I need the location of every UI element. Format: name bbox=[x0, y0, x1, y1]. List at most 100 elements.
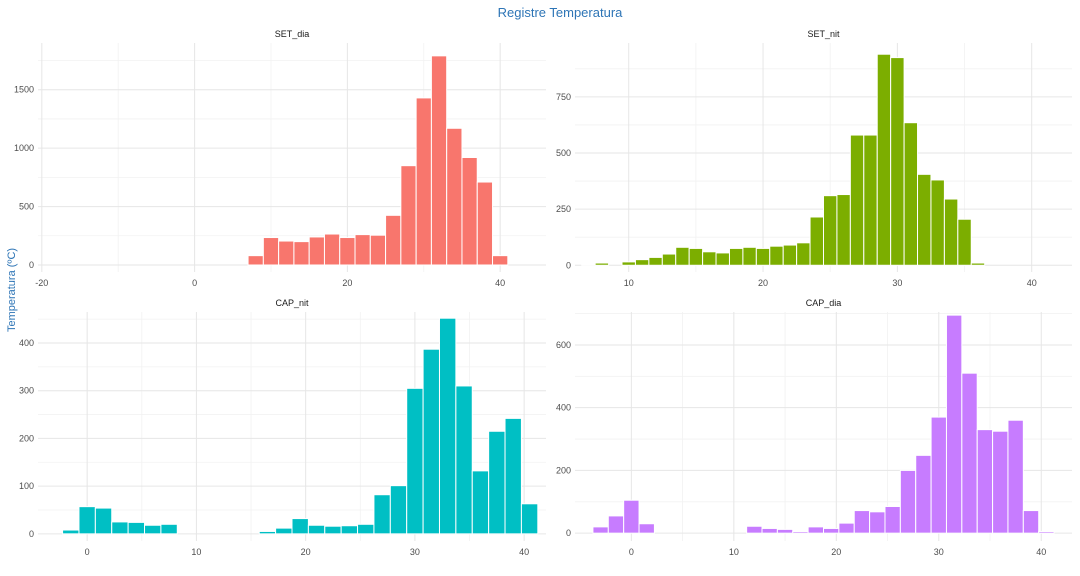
histogram-bar bbox=[634, 259, 650, 266]
histogram-bar bbox=[488, 430, 506, 535]
x-tick-label: 10 bbox=[729, 547, 739, 557]
histogram-bar bbox=[917, 173, 932, 266]
x-tick-label: 0 bbox=[192, 278, 197, 288]
histogram-bar bbox=[581, 264, 596, 266]
histogram-bar bbox=[144, 524, 162, 535]
x-tick-label: 0 bbox=[629, 547, 634, 557]
y-tick-label: 400 bbox=[19, 338, 34, 348]
histogram-bar bbox=[715, 252, 730, 266]
y-tick-label: 100 bbox=[19, 481, 34, 491]
histogram-bar bbox=[422, 348, 440, 535]
histogram-bar bbox=[1022, 510, 1040, 534]
histogram-bar bbox=[623, 499, 640, 534]
histogram-bar bbox=[369, 234, 387, 266]
histogram-bar bbox=[899, 469, 917, 534]
histogram-bar bbox=[247, 255, 264, 266]
x-tick-label: 0 bbox=[85, 547, 90, 557]
histogram-bar bbox=[430, 55, 448, 266]
x-tick-label: 20 bbox=[758, 278, 768, 288]
histogram-bar bbox=[792, 531, 809, 534]
x-tick-label: 30 bbox=[410, 547, 420, 557]
histogram-bar bbox=[992, 430, 1009, 534]
histogram-bar bbox=[293, 241, 310, 266]
histogram-bar bbox=[389, 485, 408, 535]
histogram-bar bbox=[903, 122, 919, 266]
histogram-bar bbox=[675, 246, 690, 266]
histogram-bar bbox=[702, 251, 717, 266]
y-tick-label: 300 bbox=[19, 386, 34, 396]
histogram-bar bbox=[769, 245, 784, 266]
facet-strip-label: SET_dia bbox=[275, 29, 310, 39]
histogram-bar bbox=[385, 214, 402, 266]
histogram-bar bbox=[78, 506, 96, 535]
y-tick-label: 0 bbox=[566, 260, 571, 270]
facet-strip-label: SET_nit bbox=[807, 29, 840, 39]
x-tick-label: 40 bbox=[495, 278, 505, 288]
histogram-bar bbox=[796, 242, 811, 266]
histogram-bar bbox=[1038, 531, 1055, 534]
histogram-bar bbox=[621, 261, 636, 266]
histogram-bar bbox=[340, 525, 359, 535]
chart-title: Registre Temperatura bbox=[498, 5, 624, 20]
histogram-bar bbox=[357, 523, 375, 535]
x-tick-label: 30 bbox=[934, 547, 944, 557]
y-tick-label: 200 bbox=[556, 465, 571, 475]
histogram-bar bbox=[782, 244, 798, 266]
x-tick-label: 20 bbox=[831, 547, 841, 557]
histogram-bar bbox=[823, 195, 838, 266]
histogram-bar bbox=[849, 134, 865, 266]
y-tick-label: 500 bbox=[556, 148, 571, 158]
histogram-bar bbox=[339, 237, 356, 266]
y-tick-label: 1500 bbox=[14, 85, 34, 95]
histogram-bar bbox=[160, 523, 178, 535]
y-tick-label: 0 bbox=[29, 529, 34, 539]
histogram-bar bbox=[976, 429, 994, 534]
histogram-bar bbox=[755, 247, 771, 266]
histogram-bar bbox=[461, 157, 478, 266]
histogram-bar bbox=[324, 525, 342, 535]
histogram-bar bbox=[761, 527, 778, 534]
histogram-bar bbox=[648, 256, 663, 266]
facet-strip-label: CAP_dia bbox=[806, 298, 842, 308]
y-tick-label: 1000 bbox=[14, 143, 34, 153]
histogram-bar bbox=[945, 314, 963, 534]
histogram-bar bbox=[607, 515, 625, 534]
histogram-bar bbox=[323, 233, 341, 266]
histogram-bar bbox=[869, 511, 886, 534]
histogram-bar bbox=[438, 317, 457, 535]
histogram-bar bbox=[1007, 419, 1024, 534]
histogram-bar bbox=[876, 53, 892, 266]
histogram-bar bbox=[930, 416, 947, 534]
histogram-bar bbox=[728, 247, 744, 266]
histogram-bar bbox=[838, 522, 855, 534]
histogram-bar bbox=[278, 240, 295, 266]
histogram-bar bbox=[970, 262, 986, 266]
histogram-bar bbox=[446, 127, 463, 266]
histogram-bar bbox=[809, 216, 824, 266]
histogram-bar bbox=[476, 181, 494, 266]
histogram-bar bbox=[961, 372, 978, 534]
y-tick-label: 200 bbox=[19, 433, 34, 443]
histogram-bar bbox=[520, 503, 539, 535]
histogram-bar bbox=[776, 528, 794, 534]
histogram-bar bbox=[354, 234, 371, 266]
histogram-bar bbox=[930, 179, 945, 266]
histogram-bar bbox=[638, 523, 655, 534]
y-tick-label: 0 bbox=[29, 260, 34, 270]
histogram-bar bbox=[592, 526, 609, 534]
histogram-bar bbox=[807, 526, 824, 534]
y-axis-label: Temperatura (ºC) bbox=[6, 248, 18, 332]
histogram-bar bbox=[742, 246, 757, 266]
histogram-bar bbox=[688, 247, 704, 266]
histogram-bar bbox=[94, 507, 113, 535]
histogram-bar bbox=[957, 218, 972, 266]
histogram-bar bbox=[291, 518, 309, 535]
x-tick-label: 20 bbox=[342, 278, 352, 288]
x-tick-label: 10 bbox=[191, 547, 201, 557]
histogram-bar bbox=[127, 521, 146, 535]
histogram-bar bbox=[400, 165, 417, 266]
